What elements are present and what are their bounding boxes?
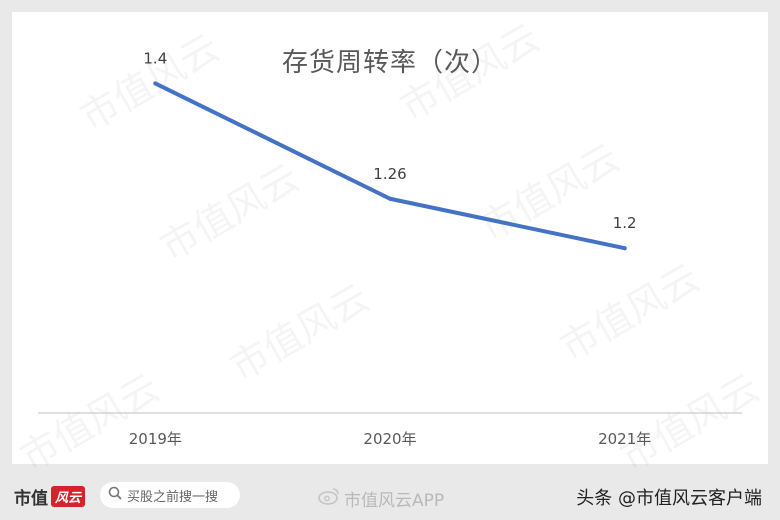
search-icon <box>108 486 122 504</box>
brand-logo-badge: 风云 <box>51 486 86 507</box>
chart-title: 存货周转率（次） <box>281 48 498 78</box>
data-label: 1.2 <box>613 214 637 232</box>
data-label: 1.26 <box>373 165 406 183</box>
search-placeholder: 买股之前搜一搜 <box>127 489 219 505</box>
data-point <box>622 246 627 251</box>
data-point <box>153 81 158 86</box>
data-point <box>388 196 392 201</box>
line-chart: 2019年 2020年 2021年 1.4 1.26 1.2 <box>38 49 742 448</box>
weibo-icon <box>318 487 340 510</box>
toutiao-handle: 头条 @市值风云客户端 <box>576 488 762 509</box>
weibo-text: 市值风云APP <box>344 491 445 511</box>
data-label: 1.4 <box>143 49 167 67</box>
x-tick-label: 2019年 <box>129 430 182 448</box>
brand-name: 市值 <box>14 489 48 509</box>
x-tick-label: 2020年 <box>363 430 416 448</box>
footer-bar: 市值 风云 买股之前搜一搜 市值风云APP 头条 @市值风云客户端 <box>0 464 780 520</box>
x-tick-label: 2021年 <box>598 430 651 448</box>
weibo-handle: 市值风云APP <box>318 486 444 511</box>
brand-logo: 市值 风云 <box>14 484 86 509</box>
search-box[interactable]: 买股之前搜一搜 <box>100 482 240 508</box>
chart-card: 市值风云 市值风云 市值风云 市值风云 市值风云 市值风云 市值风云 市值风云 … <box>12 12 768 480</box>
